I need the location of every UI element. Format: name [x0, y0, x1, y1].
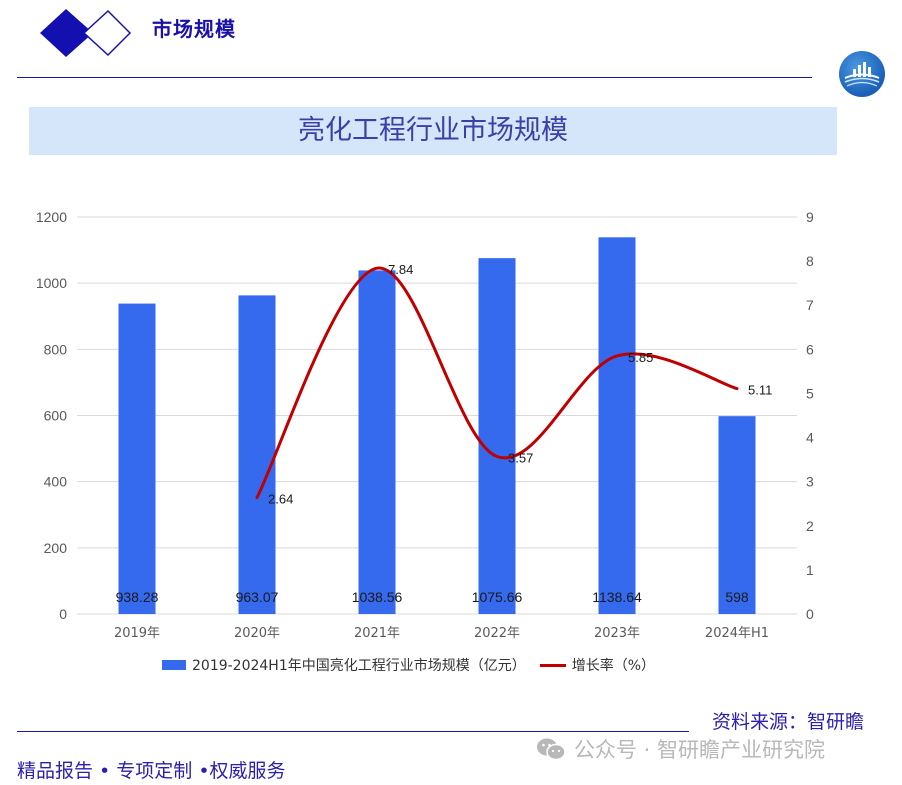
section-title: 市场规模 — [152, 17, 236, 41]
source-divider — [17, 731, 689, 732]
y-left-tick-label: 0 — [59, 606, 67, 622]
line-value-label: 2.64 — [268, 492, 293, 507]
bar-value-label: 963.07 — [236, 589, 279, 605]
bar — [718, 416, 756, 614]
bar — [598, 237, 636, 614]
legend-line-swatch — [539, 663, 566, 667]
y-right-tick-label: 2 — [806, 518, 814, 534]
wechat-icon — [536, 737, 566, 761]
y-right-tick-label: 7 — [806, 297, 814, 313]
legend-bar-label: 2019-2024H1年中国亮化工程行业市场规模（亿元） — [192, 658, 526, 674]
y-left-tick-label: 1200 — [36, 209, 67, 225]
bar — [358, 270, 396, 614]
y-right-tick-label: 6 — [806, 341, 814, 357]
bar-value-label: 598 — [725, 589, 749, 605]
chart-title: 亮化工程行业市场规模 — [298, 115, 568, 146]
x-tick-label: 2024年H1 — [705, 626, 769, 641]
y-right-tick-label: 4 — [806, 430, 814, 446]
bar — [238, 295, 276, 614]
line-value-label: 7.84 — [388, 262, 413, 277]
x-tick-label: 2019年 — [114, 626, 160, 641]
wechat-account-text: 公众号 · 智研瞻产业研究院 — [574, 738, 826, 762]
footer-slogan: 精品报告 • 专项定制 •权威服务 — [17, 760, 286, 782]
bar — [478, 258, 516, 614]
city-skyline-logo-icon — [839, 51, 885, 97]
y-right-tick-label: 1 — [806, 562, 814, 578]
x-tick-label: 2021年 — [354, 626, 400, 641]
x-tick-label: 2020年 — [234, 626, 280, 641]
bar-value-label: 1038.56 — [352, 589, 403, 605]
y-left-tick-label: 600 — [44, 408, 68, 424]
bar-line-chart: 0 200 400 600 800 1000 1200 0 1 2 3 4 5 6 7 8 9 938.28 201… — [36, 209, 814, 641]
y-left-tick-label: 200 — [44, 540, 68, 556]
header-divider — [17, 77, 812, 78]
y-left-tick-label: 800 — [44, 341, 68, 357]
x-tick-label: 2023年 — [594, 626, 640, 641]
legend-line-label: 增长率（%） — [571, 658, 656, 674]
y-left-tick-label: 1000 — [36, 275, 67, 291]
y-right-tick-label: 0 — [806, 606, 814, 622]
data-source: 资料来源：智研瞻 — [712, 711, 865, 733]
line-value-label: 5.85 — [628, 350, 653, 365]
line-value-label: 3.57 — [508, 451, 533, 466]
y-right-tick-label: 3 — [806, 474, 814, 490]
growth-rate-line — [255, 266, 739, 500]
bar-value-label: 1075.66 — [472, 589, 523, 605]
line-value-label: 5.11 — [748, 383, 772, 398]
bar-value-label: 938.28 — [116, 589, 159, 605]
legend-bar-swatch — [162, 660, 186, 670]
bar-value-label: 1138.64 — [592, 589, 642, 605]
y-left-tick-label: 400 — [44, 474, 68, 490]
y-right-tick-label: 8 — [806, 253, 814, 269]
diamond-logo-icon — [40, 9, 132, 57]
wechat-watermark: 公众号 · 智研瞻产业研究院 — [536, 734, 825, 764]
bar — [118, 303, 156, 614]
y-right-tick-label: 5 — [806, 385, 814, 401]
chart-title-band: 亮化工程行业市场规模 — [29, 107, 837, 155]
y-right-tick-label: 9 — [806, 209, 814, 225]
chart-legend: 2019-2024H1年中国亮化工程行业市场规模（亿元） 增长率（%） — [162, 655, 655, 675]
x-tick-label: 2022年 — [474, 626, 520, 641]
